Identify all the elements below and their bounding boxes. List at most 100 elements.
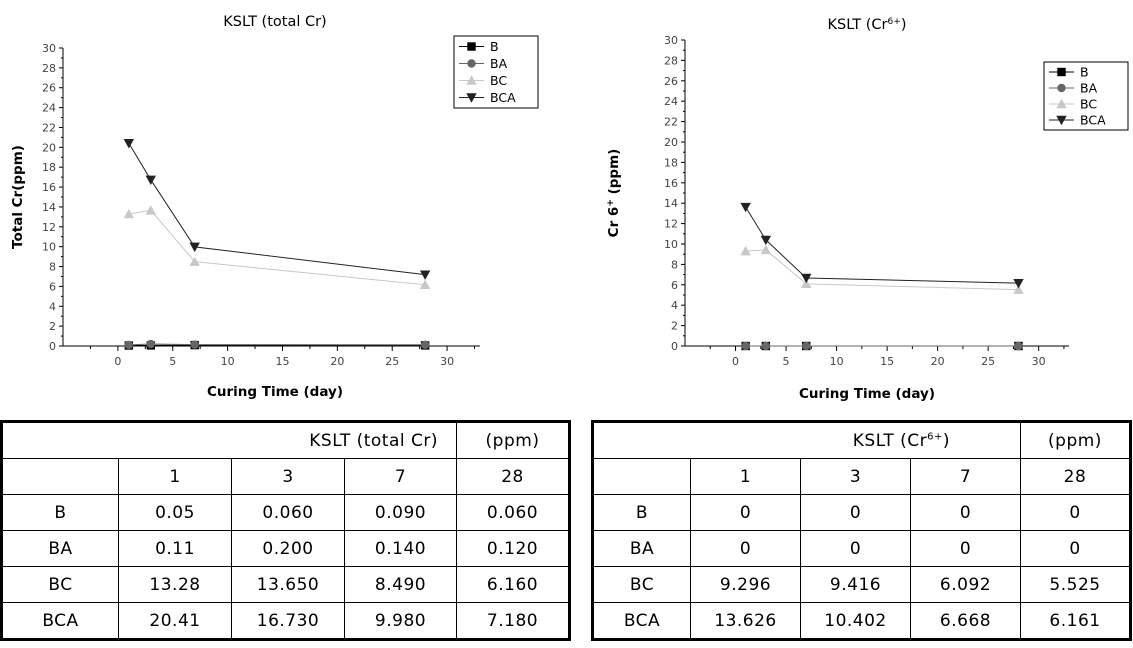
y-tick-label: 28 [664,54,678,67]
y-tick-label: 30 [42,42,56,55]
legend-marker [1057,83,1066,93]
y-tick-label: 14 [664,197,678,210]
table-title: KSLT (Cr6+) [592,421,1021,459]
x-tick-label: 10 [830,355,844,368]
table-cell: 0.090 [343,494,458,531]
y-axis-title: Cr 6+ (ppm) [606,149,622,238]
table-cell: 13.626 [690,602,801,640]
data-point-bca [760,235,772,246]
y-tick-label: 10 [42,241,56,254]
y-tick-label: 0 [49,340,56,353]
table-cell: 0 [1020,530,1131,567]
table-row: BA 0 0 0 0 [592,530,1131,567]
table-cell: 5.525 [1020,566,1131,603]
table-cell: 0 [910,494,1021,531]
series-line-bc [128,209,426,286]
table-header-row: KSLT (total Cr) (ppm) [0,421,571,459]
table-cell: 0 [800,494,911,531]
chart-title-end: ) [901,17,907,33]
y-tick-label: 28 [42,62,56,75]
table-cell: 0 [800,530,911,567]
data-point-ba [146,339,155,349]
data-point-bc [419,279,431,290]
table-cell: 0.200 [231,530,345,567]
column-header: 1 [118,458,232,495]
y-tick-label: 22 [664,116,678,129]
x-tick-label: 20 [931,355,945,368]
data-point-ba [420,340,430,350]
series-line-bca [128,143,426,276]
table-cell: 10.402 [800,602,911,640]
table-row: BA 0.11 0.200 0.140 0.120 [1,530,571,567]
table-row: B 0 0 0 0 [592,494,1131,531]
row-label: BA [1,530,119,567]
series-line-ba [128,343,426,346]
row-label: BA [592,530,691,567]
y-tick-label: 22 [42,121,56,134]
legend-marker [467,59,476,68]
table-cell: 0 [910,530,1021,567]
legend-label: BA [1080,81,1098,96]
data-point-ba [124,340,134,350]
table-row: B 0.05 0.060 0.090 0.060 [1,494,571,531]
chart-title: KSLT (Cr6+) [828,17,907,33]
x-tick-label: 10 [221,355,235,368]
data-point-bca [145,175,156,186]
x-tick-label: 30 [440,355,454,368]
column-header: 28 [1020,458,1131,495]
y-tick-label: 14 [42,201,56,214]
legend-label: B [1080,65,1089,80]
column-header: 28 [456,458,571,495]
table-row: BCA 20.41 16.730 9.980 7.180 [1,602,571,640]
y-tick-label: 18 [664,156,678,169]
x-tick-label: 25 [385,355,399,368]
table-row: BC 9.296 9.416 6.092 5.525 [592,566,1131,603]
column-header: 7 [343,458,458,495]
table-cell: 0.140 [343,530,458,567]
table-title: KSLT (total Cr) [0,421,458,459]
data-point-bca [740,202,751,213]
table-cell: 9.980 [343,602,458,640]
table-row: BC 13.28 13.650 8.490 6.160 [1,566,571,603]
table-row: BCA 13.626 10.402 6.668 6.161 [592,602,1131,640]
legend-marker [467,42,476,51]
table-cell: 9.416 [800,566,911,603]
column-header: 3 [231,458,345,495]
legend-marker [1057,67,1066,77]
x-axis-title: Curing Time (day) [799,386,935,402]
chart-title: KSLT (total Cr) [223,14,326,30]
data-point-ba [802,341,811,351]
data-point-bca [801,273,812,284]
table-cell: 20.41 [118,602,232,640]
table-cell: 0.060 [456,494,571,531]
table-cell: 6.160 [456,566,571,603]
row-label: BC [592,566,691,603]
table-cell: 13.650 [231,566,345,603]
table-cell: 0.05 [118,494,232,531]
y-axis-title: Total Cr(ppm) [10,145,26,249]
legend-label: BA [490,56,508,71]
legend-label: B [490,39,499,54]
y-tick-label: 8 [49,261,56,274]
y-tick-label: 2 [49,320,56,333]
table-cell: 8.490 [343,566,458,603]
table-header-row: KSLT (Cr6+) (ppm) [592,421,1131,459]
table-cell: 13.28 [118,566,232,603]
table-column-row: 1 3 7 28 [1,458,571,495]
legend-label: BC [490,73,507,88]
chart-total-cr: KSLT (total Cr)0246810121416182022242628… [10,14,539,400]
data-point-bca [419,270,431,280]
table-cell: 0 [690,494,801,531]
table-cell: 6.668 [910,602,1021,640]
y-tick-label: 20 [664,136,678,149]
table-cell: 0.120 [456,530,571,567]
y-axis-title-sup: + [606,199,616,207]
table-cell: 0.060 [231,494,345,531]
x-tick-label: 15 [880,355,894,368]
legend-label: BC [1080,97,1097,112]
data-point-bca [1013,278,1024,289]
x-tick-label: 0 [114,355,121,368]
data-point-bca [189,242,200,253]
